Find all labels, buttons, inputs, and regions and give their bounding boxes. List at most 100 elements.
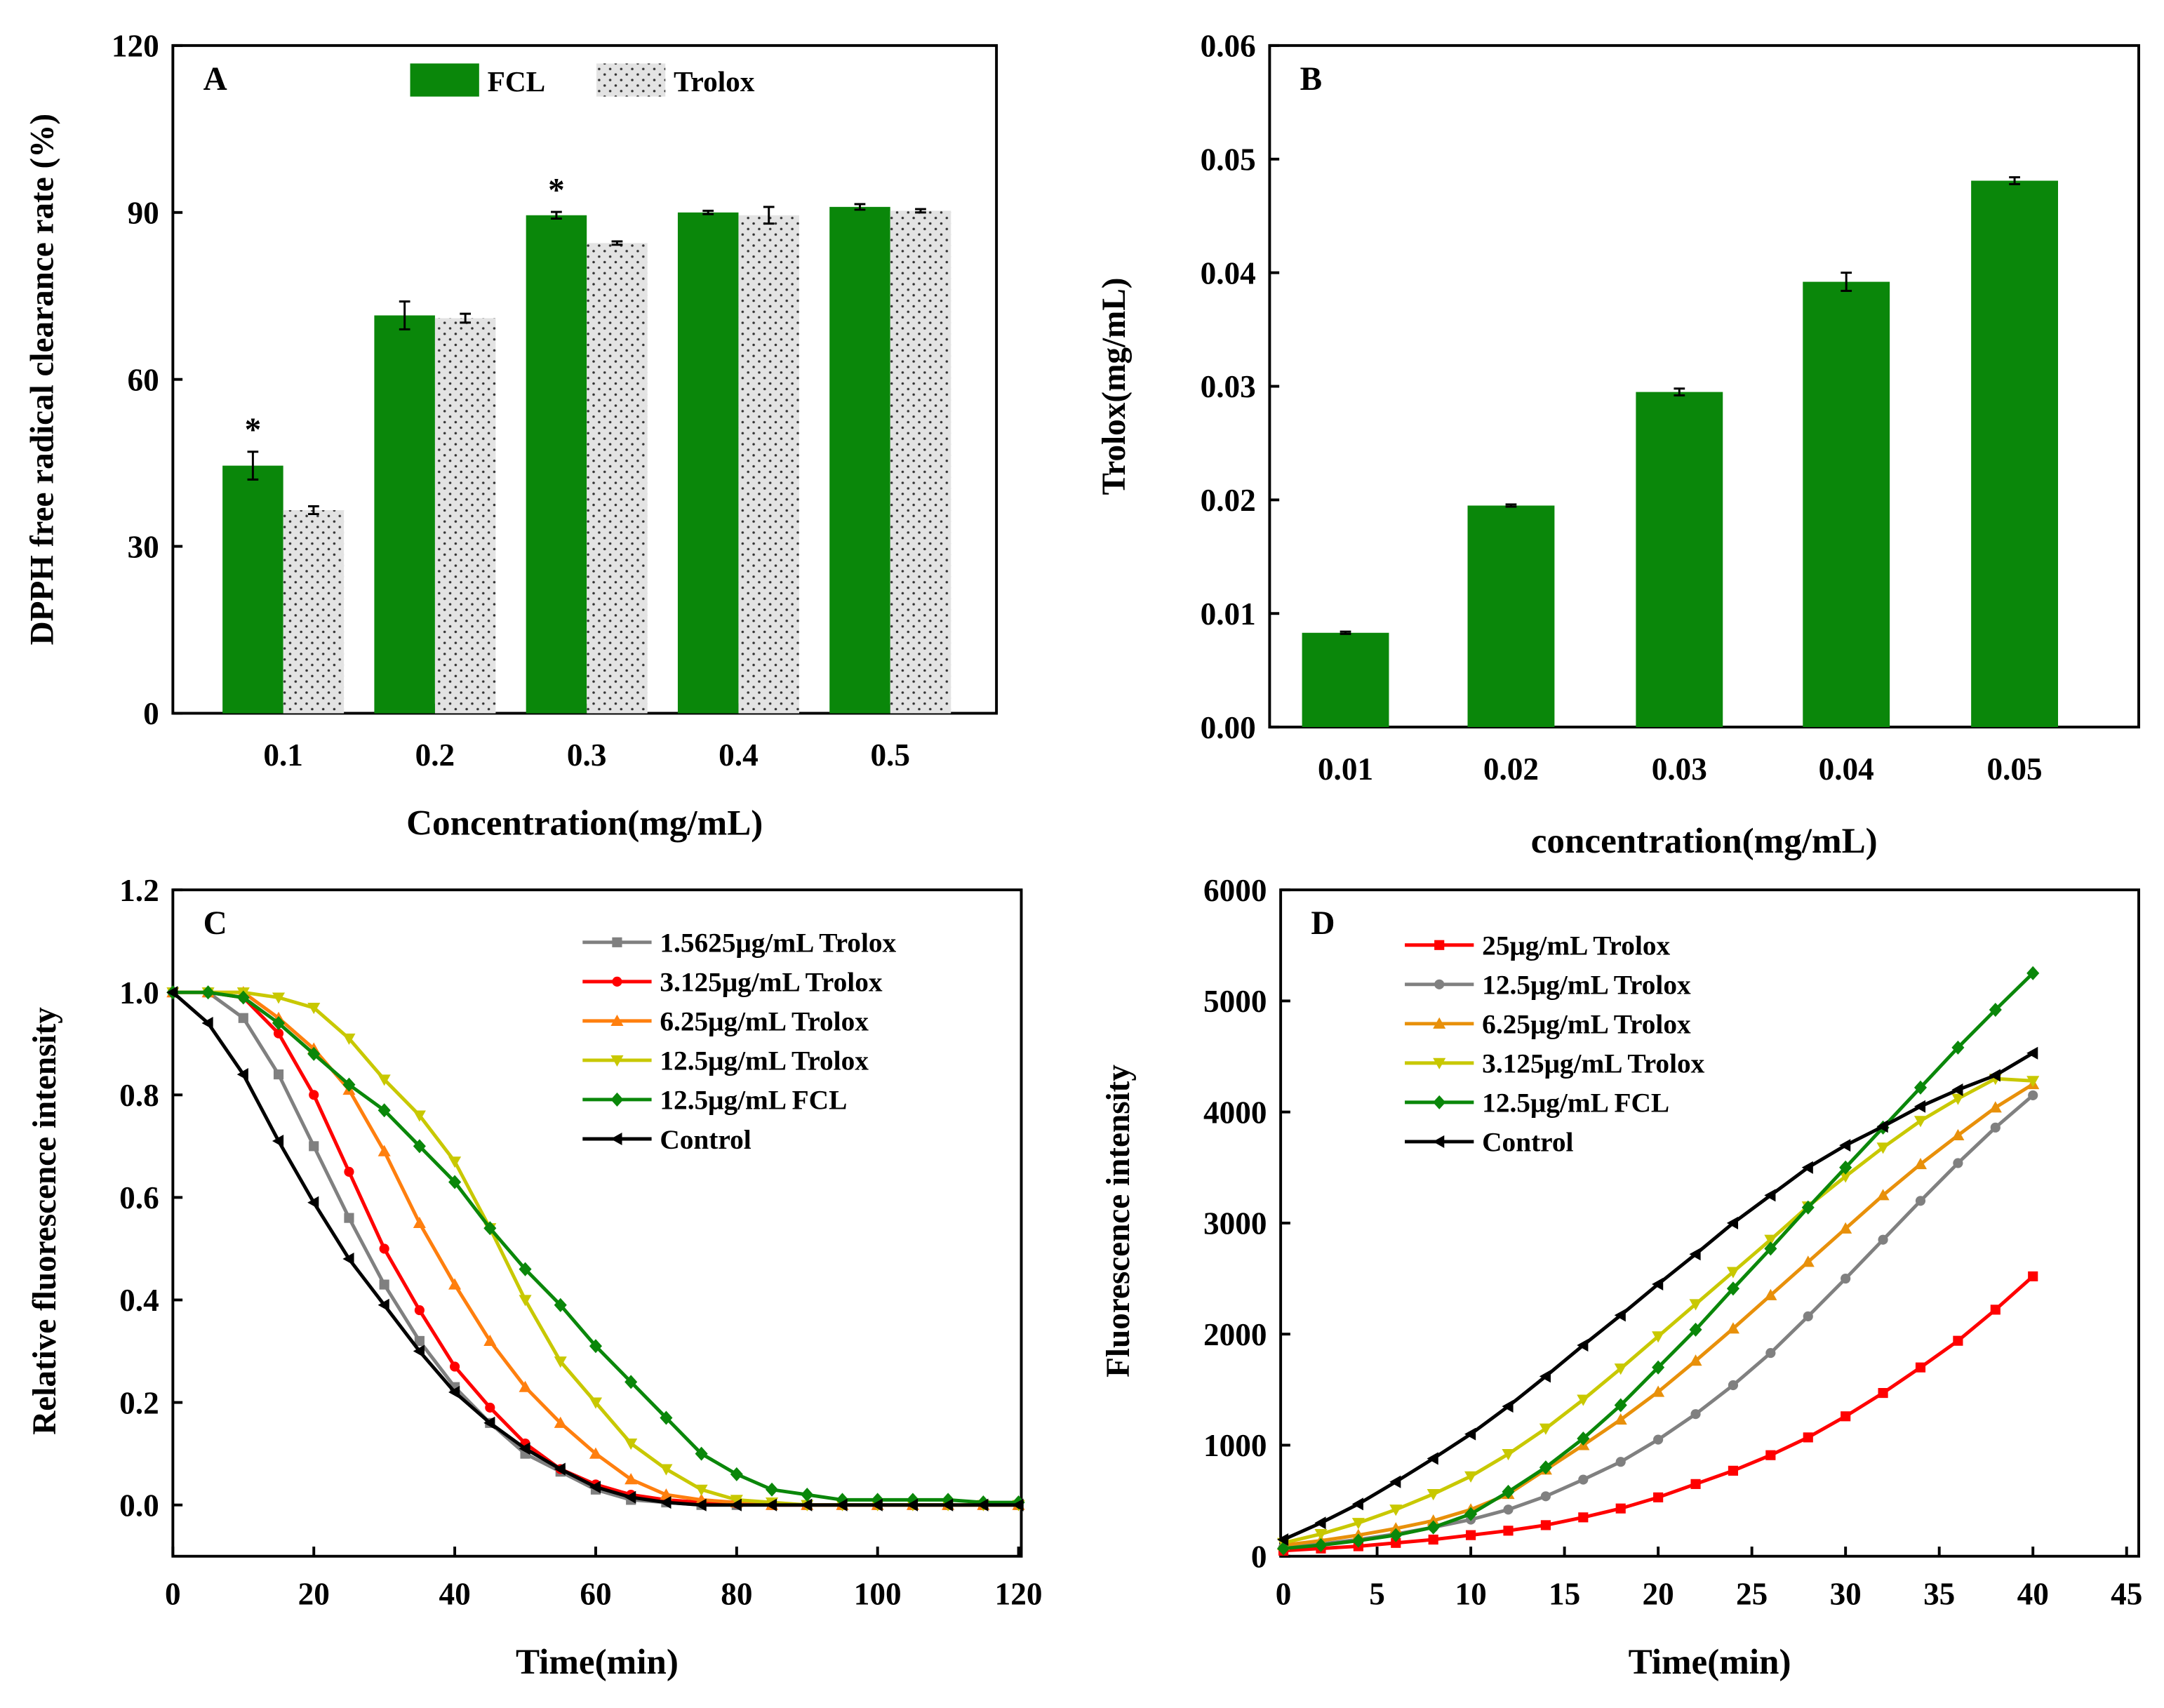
marker-square <box>1841 1411 1851 1422</box>
bar-trolox-0.05 <box>1971 180 2058 728</box>
error-bar <box>611 240 623 246</box>
marker-diamond <box>1839 1160 1852 1175</box>
marker-circle <box>273 1028 284 1039</box>
panel-label: B <box>1300 61 1322 98</box>
marker-triangle-up <box>1989 1101 2002 1113</box>
marker-triangle-down <box>1951 1093 1965 1105</box>
marker-triangle-up <box>483 1334 497 1347</box>
marker-triangle-left <box>378 1298 389 1312</box>
marker-triangle-left <box>1839 1139 1851 1152</box>
x-tick-label: 0.4 <box>719 738 759 773</box>
marker-triangle-down <box>1764 1234 1777 1246</box>
marker-triangle-left <box>483 1416 495 1429</box>
marker-triangle-left <box>1314 1516 1326 1530</box>
marker-triangle-down <box>660 1464 673 1476</box>
marker-triangle-up <box>448 1278 462 1290</box>
x-tick-label: 45 <box>2111 1577 2142 1612</box>
marker-circle <box>379 1243 389 1254</box>
y-tick-label: 3000 <box>1203 1206 1267 1241</box>
bar-trolox-0.1 <box>283 510 345 714</box>
x-tick-label: 0.5 <box>870 738 910 773</box>
marker-triangle-down <box>1427 1489 1440 1501</box>
y-tick-label: 0.4 <box>119 1283 159 1318</box>
marker-triangle-left <box>1989 1069 2001 1082</box>
y-tick-label: 1.2 <box>119 873 159 908</box>
marker-diamond <box>1652 1360 1665 1375</box>
marker-square <box>1615 1503 1626 1514</box>
marker-circle <box>1765 1348 1776 1359</box>
marker-triangle-left <box>977 1498 989 1512</box>
legend-label: 12.5μg/mL Trolox <box>1482 970 1691 1001</box>
y-tick-label: 0.00 <box>1201 710 1256 745</box>
marker-triangle-down <box>2026 1076 2040 1088</box>
marker-diamond <box>695 1446 708 1461</box>
y-axis-label: Relative fluorescence intensity <box>27 1007 63 1435</box>
marker-triangle-down <box>519 1295 532 1307</box>
marker-square <box>1466 1530 1476 1540</box>
y-axis-label: Fluorescence intensity <box>1100 1065 1137 1377</box>
marker-square <box>1578 1512 1589 1523</box>
x-tick-label: 40 <box>439 1577 470 1612</box>
marker-triangle-up <box>1614 1413 1627 1425</box>
y-axis-label: DPPH free radical clearance rate (%) <box>24 114 60 645</box>
bar-trolox-0.04 <box>1803 281 1890 728</box>
marker-circle <box>2028 1090 2038 1100</box>
legend-label: 12.5μg/mL FCL <box>1482 1088 1669 1119</box>
y-axis-label: Trolox(mg/mL) <box>1096 277 1133 495</box>
marker-triangle-up <box>378 1145 391 1156</box>
marker-triangle-left <box>610 1132 622 1146</box>
legend-label: 12.5μg/mL FCL <box>660 1085 847 1116</box>
y-tick-label: 6000 <box>1203 873 1267 908</box>
marker-square <box>379 1279 389 1290</box>
marker-triangle-down <box>1839 1171 1852 1183</box>
marker-diamond <box>2026 966 2040 980</box>
marker-diamond <box>236 990 250 1005</box>
marker-triangle-down <box>589 1397 603 1409</box>
marker-square <box>2028 1271 2038 1281</box>
series-25-g-ml-trolox <box>1278 1271 2038 1556</box>
legend-swatch-fcl <box>410 63 479 97</box>
y-tick-label: 0.02 <box>1201 483 1256 518</box>
marker-triangle-down <box>448 1156 462 1168</box>
marker-circle <box>1503 1504 1514 1515</box>
y-tick-label: 2000 <box>1203 1317 1267 1352</box>
significance-asterisk: * <box>245 412 262 448</box>
marker-triangle-down <box>342 1033 356 1045</box>
x-tick-label: 0.05 <box>1987 752 2043 787</box>
panel-a-dpph-bar-chart: A Concentration(mg/mL) DPPH free radical c… <box>24 29 998 843</box>
marker-diamond <box>272 1016 286 1031</box>
bar-trolox-0.01 <box>1302 632 1389 728</box>
marker-triangle-left <box>1614 1309 1626 1322</box>
y-tick-label: 0.06 <box>1201 29 1256 64</box>
marker-triangle-left <box>1502 1400 1514 1413</box>
marker-circle <box>1540 1491 1551 1502</box>
marker-triangle-left <box>2026 1046 2038 1060</box>
marker-diamond <box>1951 1040 1965 1055</box>
error-bar <box>460 312 472 324</box>
marker-triangle-down <box>695 1484 708 1496</box>
error-bar <box>308 505 319 516</box>
y-tick-label: 0.03 <box>1201 369 1256 404</box>
marker-triangle-left <box>1689 1248 1701 1261</box>
marker-triangle-left <box>801 1498 813 1512</box>
x-axis-label: Concentration(mg/mL) <box>406 803 763 843</box>
x-tick-label: 0.1 <box>263 738 303 773</box>
marker-triangle-down <box>1652 1331 1665 1343</box>
marker-triangle-down <box>1577 1394 1590 1406</box>
marker-triangle-left <box>1539 1370 1551 1383</box>
marker-diamond <box>730 1467 743 1481</box>
bar-trolox-0.02 <box>1467 505 1555 728</box>
marker-triangle-down <box>1614 1363 1627 1375</box>
marker-triangle-left <box>236 1068 248 1081</box>
marker-triangle-left <box>448 1385 460 1399</box>
x-axis-label: Time(min) <box>1629 1642 1791 1682</box>
x-tick-label: 40 <box>2017 1577 2049 1612</box>
legend-label: Control <box>1482 1127 1573 1158</box>
y-tick-label: 30 <box>127 529 159 564</box>
marker-triangle-left <box>730 1498 742 1512</box>
y-tick-label: 0.04 <box>1201 255 1256 291</box>
marker-circle <box>1953 1158 1963 1168</box>
marker-circle <box>1690 1409 1701 1420</box>
y-tick-label: 0.2 <box>119 1385 159 1420</box>
